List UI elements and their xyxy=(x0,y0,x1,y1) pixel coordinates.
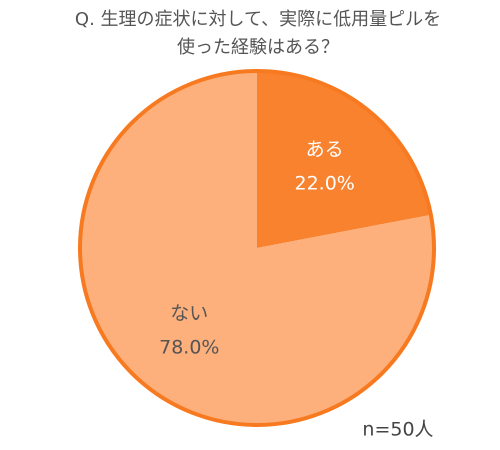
chart-title: 使った経験はある？ xyxy=(177,37,339,58)
slice-label: ある xyxy=(306,139,344,161)
pie-border xyxy=(78,69,436,427)
value-label: 22.0% xyxy=(295,173,355,195)
chart-title: Q. 生理の症状に対して、実際に低用量ピルを xyxy=(75,9,441,30)
pie-slice xyxy=(79,71,434,425)
value-label: 78.0% xyxy=(159,336,219,358)
pie-slice xyxy=(257,71,431,248)
slice-label: ない xyxy=(170,302,208,324)
annotation: n=50人 xyxy=(362,419,433,441)
